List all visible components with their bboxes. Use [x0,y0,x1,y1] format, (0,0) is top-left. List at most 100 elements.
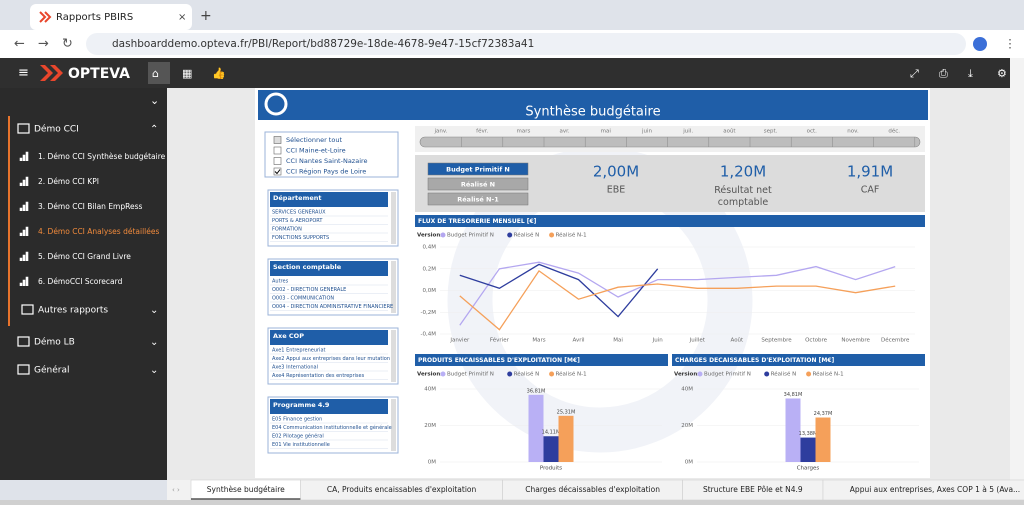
slicer-item[interactable]: CCI Maine-et-Loire [286,147,346,155]
collapse[interactable]: ⌄ [150,94,159,107]
version-button[interactable] [427,192,529,206]
sidebar-item[interactable]: 6. DémoCCI Scorecard [38,277,123,286]
sidebar-item[interactable]: 1. Démo CCI Synthèse budgétaire [38,152,166,161]
filter-item[interactable]: Axe4 Représentation des entreprises [272,372,365,379]
filter-item[interactable]: E05 Finance gestion [272,417,322,423]
toolbar-icon[interactable]: ▦ [182,67,192,80]
report-icon [19,226,29,236]
legend-entry[interactable]: Réalisé N [771,371,797,378]
version-button-label[interactable]: Réalisé N-1 [457,196,499,204]
page-tab[interactable] [822,479,1024,501]
sidebar-group[interactable]: Démo CCI [34,124,79,135]
slicer-item[interactable]: CCI Région Pays de Loire [286,168,366,176]
filter-item[interactable]: PORTS & AEROPORT [272,218,323,224]
legend-swatch [549,232,555,238]
profile[interactable] [973,37,987,51]
timeline-month[interactable]: août [723,128,736,135]
legend-entry[interactable]: Réalisé N-1 [556,371,587,378]
legend-entry[interactable]: Budget Primitif N [447,233,494,239]
version-button[interactable] [427,162,529,176]
sidebar-item[interactable]: 2. Démo CCI KPI [38,177,99,186]
toolbar-icon[interactable]: 👍 [212,67,226,80]
legend-swatch [806,371,812,377]
filter-item[interactable]: O004 - DIRECTION ADMINISTRATIVE FINANCIE… [272,304,393,310]
toolbar-icon[interactable]: ⌂ [152,67,159,80]
timeline-month[interactable]: juin [641,129,653,135]
hamburger[interactable]: ≡ [18,66,29,81]
page-tab-label[interactable]: CA, Produits encaissables d'exploitation [327,485,477,494]
checkbox[interactable] [273,167,282,176]
timeline-month[interactable]: déc. [888,128,900,135]
nav-button[interactable]: → [38,37,49,52]
legend-entry[interactable]: Budget Primitif N [704,372,751,378]
timeline-month[interactable]: févr. [476,128,488,135]
timeline-month[interactable]: sept. [764,129,778,135]
page-tab-label[interactable]: Synthèse budgétaire [207,485,285,494]
timeline-month[interactable]: mai [601,129,612,135]
version-button[interactable] [427,177,529,191]
page-tab-label[interactable]: Appui aux entreprises, Axes COP 1 à 5 (A… [850,485,1020,494]
sidebar-group[interactable]: Autres rapports [38,306,108,316]
filter-item[interactable]: O002 - DIRECTION GENERALE [272,287,346,293]
sidebar-group[interactable]: Démo LB [34,337,75,348]
bar [558,415,574,462]
filter-item[interactable]: Axe3 International [272,365,318,371]
legend-entry[interactable]: Réalisé N [514,371,540,378]
timeline-track[interactable] [419,136,921,148]
checkbox[interactable] [273,136,282,144]
slicer-item[interactable]: Sélectionner tout [286,136,342,144]
sidebar-item[interactable]: 4. Démo CCI Analyses détaillées [38,227,159,236]
x-tick-label: Août [731,337,745,344]
report-icon [19,251,29,261]
filter-item[interactable]: E02 Pilotage général [272,433,324,440]
new-tab[interactable]: + [200,8,212,24]
filter-item[interactable]: E01 Vie institutionnelle [272,442,330,448]
tab[interactable] [30,4,192,30]
nav-button[interactable]: ↻ [62,37,73,52]
page-tab-label[interactable]: Charges décaissables d'exploitation [525,485,660,494]
timeline-month[interactable]: nov. [847,129,859,135]
sidebar-item[interactable]: 5. Démo CCI Grand Livre [38,252,131,261]
timeline-month[interactable]: oct. [807,129,818,135]
page-tab-label[interactable]: Structure EBE Pôle et N4.9 [703,485,803,494]
filter-item[interactable]: FONCTIONS SUPPORTS [272,235,329,241]
timeline-month[interactable]: janv. [434,129,448,135]
timeline-month[interactable]: avr. [560,129,570,135]
kpi-value: 1,91M [847,163,893,181]
sidebar-item[interactable]: 3. Démo CCI Bilan EmpRess [38,202,143,211]
filter-item[interactable]: Axe1 Entrepreneuriat [272,348,326,354]
sidebar-group[interactable]: Général [34,365,69,376]
legend-swatch [440,371,446,377]
filter-item[interactable]: SERVICES GENERAUX [272,210,326,216]
tab-nav[interactable]: ‹ › [172,486,180,494]
toolbar-active[interactable] [148,62,170,84]
slicer-item[interactable]: CCI Nantes Saint-Nazaire [286,157,368,165]
legend-entry[interactable]: Réalisé N-1 [556,232,587,239]
timeline-month[interactable]: mars [516,129,530,135]
legend-title: Versions [417,372,444,378]
filter-item[interactable]: E04 Communication institutionnelle et gé… [272,424,392,431]
checkbox[interactable] [273,157,282,165]
legend-entry[interactable]: Budget Primitif N [447,372,494,378]
filter-item[interactable]: Axe2 Appui aux entreprises dans leur mut… [272,356,390,362]
timeline-month[interactable]: juil. [682,129,693,135]
version-button-label[interactable]: Réalisé N [461,181,495,189]
filter-item[interactable]: Autres [272,279,289,285]
folder-icon [17,364,30,375]
toolbar-icon[interactable]: ⤓ [968,67,973,80]
version-button-label[interactable]: Budget Primitif N [446,166,510,174]
toolbar-icon[interactable]: ⚙ [997,67,1007,80]
menu-dots[interactable]: ⋮ [1004,37,1016,51]
toolbar-icon[interactable]: ⤢ [910,67,919,80]
kpi-label: EBE [607,185,626,196]
tab-close[interactable]: × [178,12,186,23]
legend-entry[interactable]: Réalisé N [514,232,540,239]
nav-button[interactable]: ← [14,37,25,52]
legend-entry[interactable]: Réalisé N-1 [813,371,844,378]
url-field[interactable] [86,33,966,55]
filter-item[interactable]: FORMATION [272,227,302,233]
checkbox[interactable] [273,146,282,155]
filter-item[interactable]: O003 - COMMUNICATION [272,296,334,302]
tab-title[interactable]: Rapports PBIRS [56,12,133,23]
toolbar-icon[interactable]: ⎙ [939,67,948,80]
